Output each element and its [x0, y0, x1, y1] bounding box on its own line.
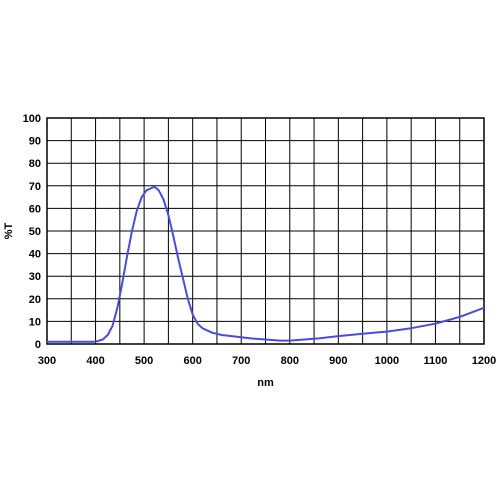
x-tick-label: 900	[329, 355, 347, 367]
y-tick-label: 50	[29, 226, 41, 238]
x-tick-label: 1000	[375, 355, 399, 367]
x-tick-label: 400	[86, 355, 104, 367]
y-tick-label: 80	[29, 158, 41, 170]
y-axis-title: %T	[3, 222, 15, 239]
grid	[46, 117, 485, 345]
y-tick-labels: 0 10 20 30 40 50 60 70 80 90 100	[23, 113, 41, 351]
y-tick-label: 0	[35, 339, 41, 351]
x-tick-label: 300	[38, 355, 56, 367]
y-tick-label: 40	[29, 249, 41, 261]
y-tick-label: 70	[29, 181, 41, 193]
y-tick-label: 100	[23, 113, 41, 125]
y-tick-label: 30	[29, 271, 41, 283]
y-tick-label: 20	[29, 294, 41, 306]
x-tick-label: 700	[232, 355, 250, 367]
y-tick-label: 10	[29, 316, 41, 328]
x-tick-label: 600	[183, 355, 201, 367]
x-tick-label: 1200	[472, 355, 496, 367]
x-tick-label: 800	[281, 355, 299, 367]
x-tick-labels: 300 400 500 600 700 800 900 1000 1100 1200	[38, 355, 496, 367]
y-tick-label: 90	[29, 136, 41, 148]
y-tick-label: 60	[29, 203, 41, 215]
x-tick-label: 1100	[424, 355, 448, 367]
plot-frame	[46, 117, 485, 345]
transmission-curve	[47, 185, 485, 343]
x-axis-title: nm	[257, 377, 274, 389]
x-tick-label: 500	[135, 355, 153, 367]
